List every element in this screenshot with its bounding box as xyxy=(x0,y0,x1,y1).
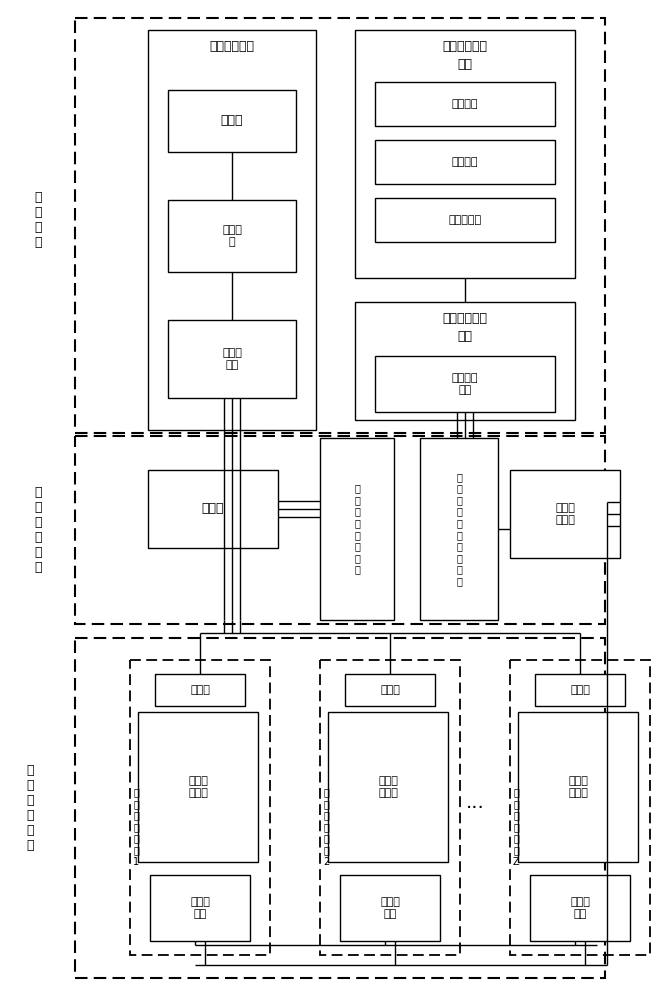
Text: 模块: 模块 xyxy=(457,330,473,342)
Text: 激光源: 激光源 xyxy=(190,685,210,695)
Text: 气体信号接收: 气体信号接收 xyxy=(442,312,487,324)
Text: ···: ··· xyxy=(465,798,484,818)
Bar xyxy=(375,198,555,242)
Text: 气
体
检
测
信
号
回
传
模
块: 气 体 检 测 信 号 回 传 模 块 xyxy=(456,472,462,586)
Bar xyxy=(510,470,620,558)
Text: 激光器: 激光器 xyxy=(220,114,243,127)
Bar xyxy=(518,712,638,862)
Bar xyxy=(138,712,258,862)
Text: 气体测
量单元: 气体测 量单元 xyxy=(378,776,398,798)
Text: 气体测
量单元: 气体测 量单元 xyxy=(188,776,208,798)
Bar xyxy=(375,82,555,126)
Bar xyxy=(75,436,605,624)
Bar xyxy=(75,18,605,433)
Bar xyxy=(148,30,316,430)
Bar xyxy=(375,140,555,184)
Text: 信号发
送装置: 信号发 送装置 xyxy=(555,503,575,525)
Bar xyxy=(168,90,296,152)
Text: 信号预处理: 信号预处理 xyxy=(448,215,481,225)
Bar xyxy=(150,875,250,941)
Bar xyxy=(345,674,435,706)
Text: 分光器: 分光器 xyxy=(202,502,224,516)
Bar xyxy=(340,875,440,941)
Bar xyxy=(168,200,296,272)
Bar xyxy=(168,320,296,398)
Text: 激光探
测器: 激光探 测器 xyxy=(380,897,400,919)
Bar xyxy=(420,438,498,620)
Text: 模块: 模块 xyxy=(457,57,473,70)
Text: 远
程
终
端
单
元
2: 远 程 终 端 单 元 2 xyxy=(323,787,329,867)
Text: 聚焦装
置: 聚焦装 置 xyxy=(222,225,242,247)
Bar xyxy=(320,660,460,955)
Bar xyxy=(510,660,650,955)
Text: 主
机
部
分: 主 机 部 分 xyxy=(35,191,42,249)
Text: 激光耦
合器: 激光耦 合器 xyxy=(222,348,242,370)
Bar xyxy=(530,875,630,941)
Bar xyxy=(375,356,555,412)
Text: 气体信号处理: 气体信号处理 xyxy=(442,39,487,52)
Text: 特征提取: 特征提取 xyxy=(452,157,478,167)
Text: 激光探
测器: 激光探 测器 xyxy=(570,897,590,919)
Bar xyxy=(155,674,245,706)
Text: 正
向
激
光
传
输
模
块: 正 向 激 光 传 输 模 块 xyxy=(354,483,360,575)
Bar xyxy=(355,302,575,420)
Bar xyxy=(75,638,605,978)
Bar xyxy=(130,660,270,955)
Text: 信号接收
装置: 信号接收 装置 xyxy=(452,373,478,395)
Text: 远
程
终
端
单
元
Z: 远 程 终 端 单 元 Z xyxy=(513,787,519,867)
Text: 激光探
测器: 激光探 测器 xyxy=(190,897,210,919)
Bar xyxy=(535,674,625,706)
Text: 信
号
传
输
部
分: 信 号 传 输 部 分 xyxy=(35,486,42,574)
Text: 激光源: 激光源 xyxy=(380,685,400,695)
Bar xyxy=(328,712,448,862)
Bar xyxy=(148,470,278,548)
Text: 激光源: 激光源 xyxy=(570,685,590,695)
Bar xyxy=(320,438,394,620)
Text: 气体测
量单元: 气体测 量单元 xyxy=(568,776,588,798)
Text: 信号比较: 信号比较 xyxy=(452,99,478,109)
Text: 激光发射模块: 激光发射模块 xyxy=(210,39,254,52)
Text: 远
程
终
端
部
分: 远 程 终 端 部 分 xyxy=(27,764,34,852)
Bar xyxy=(355,30,575,278)
Text: 远
程
终
端
单
元
1: 远 程 终 端 单 元 1 xyxy=(133,787,139,867)
